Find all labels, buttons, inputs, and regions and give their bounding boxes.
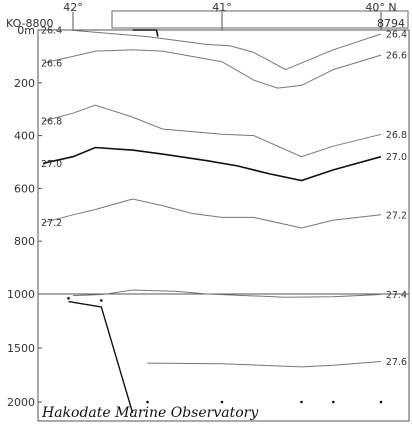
contour-27-0 bbox=[43, 146, 382, 182]
sample-point-2 bbox=[146, 400, 149, 404]
contour-label-right-6: 27.6 bbox=[386, 357, 407, 368]
contour-27-4 bbox=[72, 289, 382, 298]
contour-27-6 bbox=[147, 361, 382, 368]
contour-label-right-0: 26.4 bbox=[386, 29, 407, 40]
contour-26-8 bbox=[43, 104, 382, 158]
contour-label-right-4: 27.2 bbox=[386, 210, 407, 221]
lat-tick-label-0: 42° bbox=[63, 1, 83, 14]
sample-point-6 bbox=[379, 400, 383, 404]
contour-label-right-2: 26.8 bbox=[386, 130, 407, 141]
lat-tick-label-1: 41° bbox=[212, 1, 232, 14]
contour-label-right-1: 26.6 bbox=[386, 51, 407, 62]
contour-label-right-5: 27.4 bbox=[386, 290, 407, 301]
station-label-right: 8794 bbox=[377, 17, 405, 30]
depth-tick-label-7: 2000 bbox=[7, 396, 35, 409]
plot-border bbox=[37, 29, 410, 422]
depth-tick-label-4: 800 bbox=[14, 235, 35, 248]
depth-tick-label-6: 1500 bbox=[7, 342, 35, 355]
depth-tick-label-2: 400 bbox=[14, 130, 35, 143]
sample-point-5 bbox=[332, 400, 335, 404]
contour-labels: 26.4 26.4 26.6 26.6 26.8 26.8 27.0 27.0 27.2 27.2… bbox=[41, 26, 407, 369]
credit-text: Hakodate Marine Observatory bbox=[41, 405, 259, 421]
surface-outline bbox=[132, 29, 159, 37]
plot-frame bbox=[37, 10, 410, 422]
contour-27-2 bbox=[43, 198, 382, 229]
sample-point-0 bbox=[67, 297, 70, 300]
contour-label-right-3: 27.0 bbox=[386, 152, 407, 163]
axis-ticks: 42° 41° 40° N 0m 200 400 600 800 1000 1500 2000 bbox=[7, 1, 397, 409]
depth-tick-label-3: 600 bbox=[14, 182, 35, 195]
sample-point-1 bbox=[100, 299, 103, 302]
contour-label-left-1: 26.6 bbox=[41, 59, 62, 70]
depth-tick-label-5: 1000 bbox=[7, 288, 35, 301]
depth-tick-label-1: 200 bbox=[14, 77, 35, 90]
contour-label-left-3: 27.0 bbox=[41, 159, 62, 170]
contour-26-4 bbox=[68, 29, 382, 71]
contour-label-left-2: 26.8 bbox=[41, 117, 62, 128]
lat-tick-label-2: 40° N bbox=[365, 1, 396, 14]
contour-label-left-4: 27.2 bbox=[41, 218, 62, 229]
station-bar bbox=[111, 10, 409, 29]
bottom-profile-line bbox=[68, 300, 134, 413]
sample-point-3 bbox=[220, 400, 224, 404]
sample-point-4 bbox=[300, 400, 303, 404]
section-extras bbox=[67, 29, 383, 413]
contour-26-6 bbox=[43, 49, 382, 89]
isopycnal-lines bbox=[43, 29, 382, 368]
station-label-left: KO-8800 bbox=[6, 17, 54, 30]
contour-label-left-0: 26.4 bbox=[41, 26, 62, 37]
depth-tick-label-0: 0m bbox=[17, 24, 35, 37]
